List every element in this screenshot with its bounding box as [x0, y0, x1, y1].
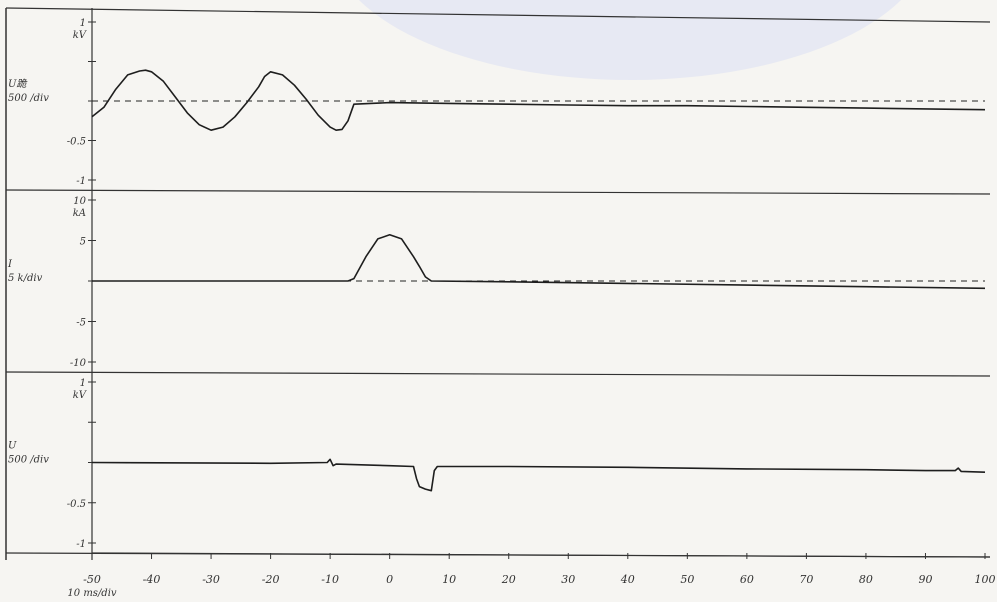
- channel-label: I: [7, 259, 13, 270]
- x-tick-label: 20: [501, 573, 516, 586]
- waveform-trace: [92, 234, 986, 290]
- top-frame-line: [5, 7, 991, 23]
- y-tick-label: 1: [80, 18, 86, 29]
- x-tick-label: 70: [799, 573, 813, 586]
- channel-label: U跪: [8, 78, 28, 90]
- x-tick-label: 0: [386, 573, 393, 586]
- x-axis-line: [91, 552, 991, 558]
- x-tick-label: -10: [321, 573, 339, 586]
- waveform-trace: [91, 458, 986, 492]
- channel-label: 500 /div: [8, 93, 49, 104]
- y-tick-label: 10: [73, 196, 86, 207]
- x-scale-label: 10 ms/div: [67, 588, 116, 599]
- y-tick-label: -0.5: [67, 137, 86, 148]
- x-tick-label: 100: [975, 573, 996, 586]
- x-tick-label: -40: [143, 573, 161, 586]
- channel-label: 5 k/div: [8, 273, 43, 284]
- y-tick-label: -10: [70, 358, 87, 369]
- x-tick-label: 40: [620, 573, 635, 586]
- panel-separator: [5, 371, 991, 377]
- panel-separator: [5, 189, 991, 195]
- x-tick-label: -30: [202, 573, 220, 586]
- waveform-trace: [91, 69, 986, 131]
- channel-label: 500 /div: [8, 455, 49, 466]
- y-tick-label: 1: [80, 378, 86, 389]
- x-tick-label: -50: [83, 573, 101, 586]
- unit-label: kV: [73, 390, 88, 401]
- y-tick-label: -1: [76, 539, 86, 550]
- y-tick-label: -1: [76, 176, 86, 187]
- x-tick-label: 10: [442, 573, 456, 586]
- y-tick-label: -0.5: [67, 499, 86, 510]
- panel-middle: 10 5 -5 -10 kA I 5 k/div: [5, 196, 991, 377]
- x-tick-label: 90: [918, 573, 932, 586]
- unit-label: kA: [73, 208, 86, 219]
- x-tick-label: 80: [859, 573, 873, 586]
- x-tick-label: 30: [561, 573, 575, 586]
- x-tick-label: -20: [262, 573, 280, 586]
- unit-label: kV: [73, 30, 88, 41]
- panel-top: 1 -0.5 -1 kV U跪 500 /div: [5, 18, 991, 195]
- channel-label: U: [8, 441, 17, 452]
- x-tick-label: 60: [740, 573, 754, 586]
- y-tick-label: 5: [80, 237, 86, 248]
- y-tick-label: -5: [76, 318, 86, 329]
- x-tick-label: 50: [680, 573, 694, 586]
